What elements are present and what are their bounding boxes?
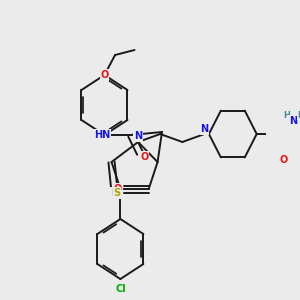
- Text: O: O: [114, 184, 122, 194]
- Text: O: O: [140, 152, 148, 162]
- Text: S: S: [113, 188, 120, 198]
- Text: Cl: Cl: [115, 284, 126, 294]
- Text: H: H: [284, 110, 290, 119]
- Text: O: O: [100, 70, 109, 80]
- Text: N: N: [111, 188, 119, 198]
- Text: N: N: [134, 131, 142, 141]
- Text: H: H: [298, 110, 300, 119]
- Text: N: N: [289, 116, 297, 126]
- Text: N: N: [200, 124, 208, 134]
- Text: O: O: [279, 155, 287, 165]
- Text: HN: HN: [94, 130, 110, 140]
